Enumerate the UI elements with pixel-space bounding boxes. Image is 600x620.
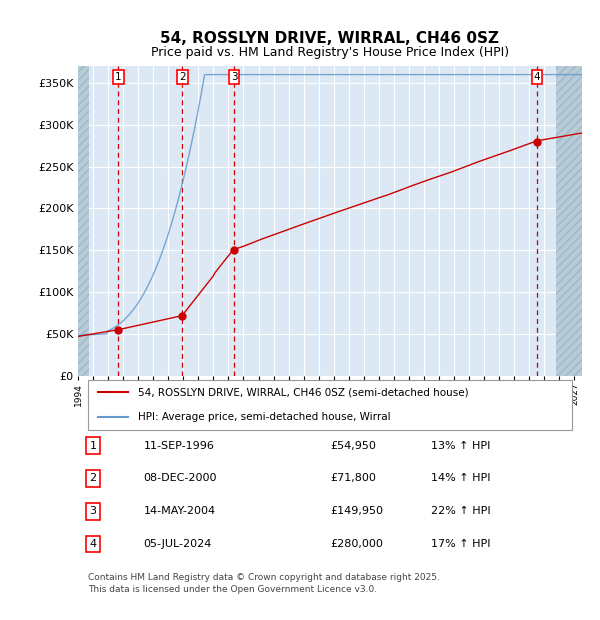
Bar [78,66,89,376]
Text: 2: 2 [179,73,185,82]
Text: 22% ↑ HPI: 22% ↑ HPI [431,506,490,516]
Text: 13% ↑ HPI: 13% ↑ HPI [431,441,490,451]
Text: 2: 2 [89,474,97,484]
Text: 3: 3 [231,73,238,82]
Text: 1: 1 [115,73,122,82]
Text: HPI: Average price, semi-detached house, Wirral: HPI: Average price, semi-detached house,… [139,412,391,422]
Text: 08-DEC-2000: 08-DEC-2000 [143,474,217,484]
Bar [556,66,582,376]
Text: 11-SEP-1996: 11-SEP-1996 [143,441,214,451]
Text: Contains HM Land Registry data © Crown copyright and database right 2025.
This d: Contains HM Land Registry data © Crown c… [88,574,440,594]
Text: 54, ROSSLYN DRIVE, WIRRAL, CH46 0SZ: 54, ROSSLYN DRIVE, WIRRAL, CH46 0SZ [161,30,499,45]
Text: Price paid vs. HM Land Registry's House Price Index (HPI): Price paid vs. HM Land Registry's House … [151,46,509,59]
Text: £71,800: £71,800 [330,474,376,484]
Text: 14% ↑ HPI: 14% ↑ HPI [431,474,490,484]
Text: £280,000: £280,000 [330,539,383,549]
Text: 3: 3 [89,506,97,516]
Text: £149,950: £149,950 [330,506,383,516]
Text: 54, ROSSLYN DRIVE, WIRRAL, CH46 0SZ (semi-detached house): 54, ROSSLYN DRIVE, WIRRAL, CH46 0SZ (sem… [139,388,469,397]
Text: 14-MAY-2004: 14-MAY-2004 [143,506,215,516]
Text: 4: 4 [534,73,541,82]
Text: £54,950: £54,950 [330,441,376,451]
Text: 05-JUL-2024: 05-JUL-2024 [143,539,212,549]
Text: 17% ↑ HPI: 17% ↑ HPI [431,539,490,549]
FancyBboxPatch shape [88,381,572,430]
Text: 1: 1 [89,441,97,451]
Text: 4: 4 [89,539,97,549]
